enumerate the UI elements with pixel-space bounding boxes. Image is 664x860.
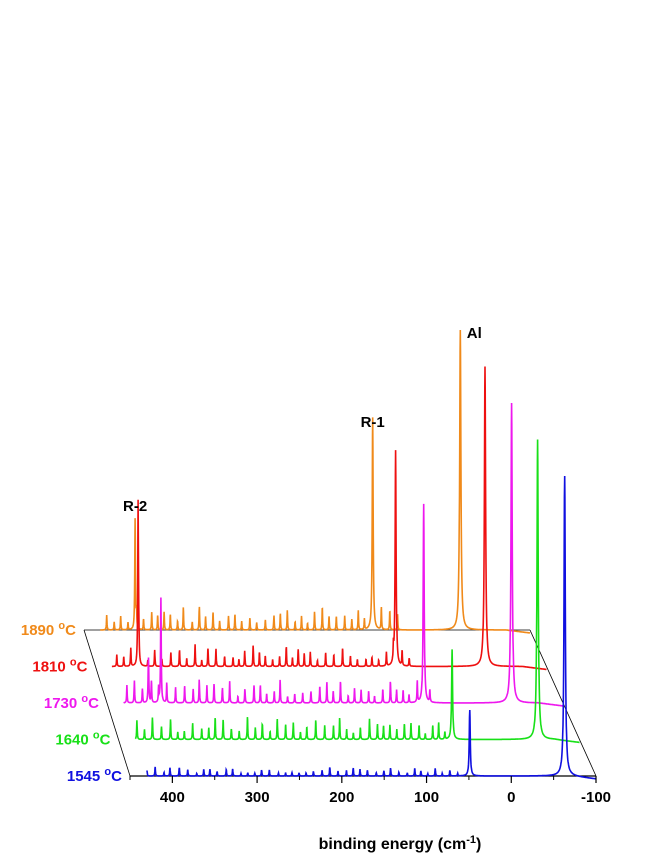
series-labels: 1890 oC 1810 oC 1730 oC 1640 oC 1545 oC: [21, 620, 122, 785]
x-axis-ticks: 400 300 200 100 0 -100: [129, 776, 611, 806]
x-axis-title: binding energy (cm-1): [319, 834, 482, 853]
x-tick-label: 200: [329, 789, 354, 806]
series-traces: [100, 329, 596, 780]
peak-label-al: Al: [467, 325, 482, 342]
series-trace-1810: [111, 366, 547, 671]
peak-label-r-2: R-2: [123, 498, 147, 515]
series-trace-1730: [123, 402, 563, 707]
x-tick-label: 300: [245, 789, 270, 806]
series-trace-1890: [100, 329, 531, 634]
series-trace-1545: [146, 475, 596, 780]
depth-axis-left: [83, 629, 131, 777]
series-trace-1640: [134, 439, 580, 744]
x-tick-label: -100: [581, 789, 611, 806]
peak-annotations: Al R-1 R-2: [123, 325, 482, 515]
series-label-1545: 1545 oC: [67, 766, 122, 785]
x-tick-label: 0: [507, 789, 515, 806]
series-label-1810: 1810 oC: [32, 657, 87, 676]
series-label-1640: 1640 oC: [55, 730, 110, 749]
series-label-1730: 1730 oC: [44, 693, 99, 712]
x-tick-label: 400: [160, 789, 185, 806]
x-tick-label: 100: [414, 789, 439, 806]
peak-label-r-1: R-1: [361, 414, 385, 431]
series-label-1890: 1890 oC: [21, 620, 76, 639]
